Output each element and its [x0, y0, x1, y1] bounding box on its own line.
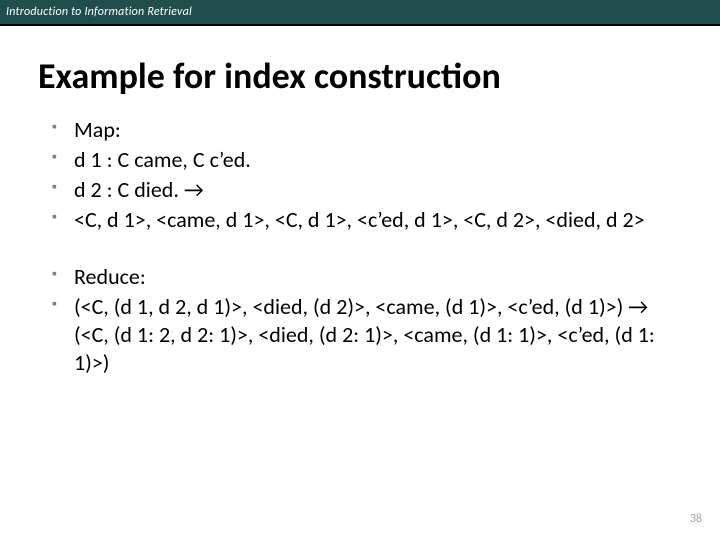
page-number: 38	[690, 512, 702, 526]
reduce-section: Reduce: (<C, (d 1, d 2, d 1)>, <died, (d…	[48, 263, 680, 378]
map-line-2: d 2 : C died. →	[48, 176, 680, 204]
slide-content: Map: d 1 : C came, C c’ed. d 2 : C died.…	[48, 116, 680, 377]
reduce-heading: Reduce:	[48, 263, 680, 291]
reduce-line-1: (<C, (d 1, d 2, d 1)>, <died, (d 2)>, <c…	[48, 293, 680, 377]
course-title: Introduction to Information Retrieval	[0, 5, 192, 19]
map-line-3: <C, d 1>, <came, d 1>, <C, d 1>, <c’ed, …	[48, 206, 680, 234]
map-section: Map: d 1 : C came, C c’ed. d 2 : C died.…	[48, 116, 680, 235]
map-heading: Map:	[48, 116, 680, 144]
slide-header-bar: Introduction to Information Retrieval	[0, 0, 720, 26]
slide-title: Example for index construction	[38, 54, 720, 98]
map-line-1: d 1 : C came, C c’ed.	[48, 146, 680, 174]
